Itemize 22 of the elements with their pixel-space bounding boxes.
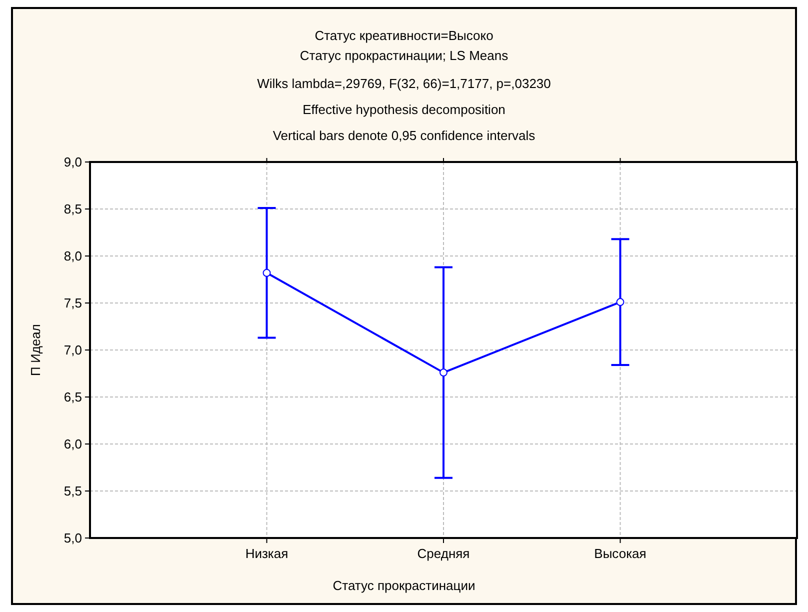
y-tick-label: 6,0 [64, 436, 82, 452]
y-tick-label: 9,0 [64, 154, 82, 170]
y-tick-label: 5,0 [64, 530, 82, 546]
x-axis-title: Статус прокрастинации [332, 578, 476, 593]
point [440, 368, 448, 377]
y-axis-title: П Идеал [28, 324, 43, 376]
text: Effective hypothesis decomposition [302, 102, 506, 117]
point [616, 298, 624, 306]
y-tick-label: 8,0 [64, 248, 82, 264]
y-tick-label: 5,5 [64, 484, 82, 499]
point [262, 268, 271, 277]
y-tick-label: 6,5 [64, 390, 82, 405]
y-tick-label: 7,5 [64, 296, 82, 311]
y-tick-label: 8,5 [64, 202, 82, 217]
x-tick-label: Низкая [245, 546, 288, 561]
x-tick-label: Высокая [594, 546, 646, 561]
y-tick-label: 7,0 [64, 342, 82, 358]
chart-title: Статус креативности=Высоко [314, 28, 494, 43]
x-tick-label: Средняя [417, 546, 470, 561]
text: Wilks lambda=,29769, F(32, 66)=1,7177, p=,03230 [257, 76, 551, 91]
text: Vertical bars denote 0,95 confidence intervals [272, 128, 536, 143]
chart-subtitle: Статус прокрастинации; LS Means [300, 48, 509, 63]
